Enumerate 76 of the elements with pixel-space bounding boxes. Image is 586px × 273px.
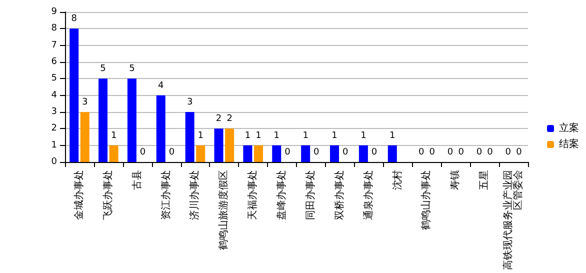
data-label: 0 — [429, 148, 436, 158]
x-tick-label: 金城办事处 — [72, 170, 85, 220]
y-tick-label: 5 — [51, 74, 57, 84]
bar — [109, 145, 118, 162]
data-label: 8 — [71, 14, 78, 24]
x-tick-label: 古县 — [130, 170, 143, 190]
data-label: 3 — [82, 98, 88, 108]
y-tick-label: 8 — [51, 24, 58, 34]
x-tick-label: 五星 — [479, 170, 490, 190]
bar — [185, 112, 194, 162]
data-label: 1 — [198, 130, 204, 141]
x-tick-label: 双桥办事处 — [333, 170, 346, 220]
data-label: 1 — [256, 130, 262, 141]
bar — [254, 145, 263, 162]
data-label: 0 — [516, 148, 522, 158]
data-label: 0 — [418, 148, 424, 158]
y-tick-label: 1 — [51, 140, 57, 150]
x-tick-label: 寿镇 — [449, 170, 462, 190]
bar — [358, 145, 368, 162]
bar — [330, 145, 340, 162]
data-label: 4 — [158, 80, 164, 91]
data-label: 0 — [458, 148, 464, 158]
x-tick-label: 沈村 — [391, 170, 404, 190]
x-tick-label: 高铁现代服务业产业园区管委会 — [502, 170, 524, 270]
data-label: 1 — [302, 130, 308, 141]
data-label: 1 — [332, 130, 338, 141]
x-tick-label: 同田办事处 — [304, 170, 316, 220]
data-label: 1 — [390, 130, 396, 141]
data-label: 1 — [244, 130, 251, 141]
data-label: 2 — [216, 114, 222, 124]
bar — [70, 28, 79, 162]
data-label: 0 — [487, 148, 494, 158]
x-tick-label: 飞跃办事处 — [102, 170, 114, 220]
x-tick-label: 鹤鸣山旅游度假区 — [218, 170, 230, 250]
data-label: 0 — [505, 148, 512, 158]
data-label: 0 — [476, 148, 482, 158]
bar — [243, 145, 252, 162]
y-tick-label: 2 — [51, 124, 57, 134]
bar — [272, 145, 282, 162]
data-label: 0 — [140, 148, 146, 158]
y-tick-label: 3 — [51, 107, 57, 117]
bar — [225, 128, 234, 162]
legend-label: 结案 — [559, 138, 579, 150]
data-label: 3 — [186, 98, 193, 108]
bar — [196, 145, 206, 162]
bar — [156, 95, 166, 162]
bar — [127, 78, 136, 162]
y-tick-label: 9 — [51, 7, 58, 17]
x-tick-label: 济川办事处 — [188, 170, 201, 220]
bar — [80, 112, 90, 162]
data-label: 2 — [226, 114, 232, 124]
bar — [214, 128, 224, 162]
x-tick-label: 天福办事处 — [246, 170, 259, 220]
y-tick-label: 0 — [51, 157, 58, 167]
data-label: 1 — [360, 130, 366, 141]
bar — [301, 145, 310, 162]
data-label: 0 — [168, 148, 175, 158]
y-tick-label: 4 — [51, 90, 58, 100]
x-tick-label: 盘峰办事处 — [276, 170, 288, 220]
x-tick-label: 鹤鸣山办事处 — [420, 170, 432, 230]
bar — [98, 78, 108, 162]
legend-label: 立案 — [559, 122, 579, 134]
y-tick-label: 6 — [51, 57, 58, 67]
data-label: 5 — [129, 64, 135, 74]
data-label: 0 — [314, 148, 320, 158]
y-tick-label: 7 — [51, 40, 57, 50]
bar — [388, 145, 397, 162]
data-label: 1 — [110, 130, 117, 141]
data-label: 1 — [274, 130, 280, 141]
x-tick-label: 通泉办事处 — [362, 170, 374, 220]
data-label: 5 — [100, 64, 106, 74]
data-label: 0 — [447, 148, 454, 158]
data-label: 0 — [371, 148, 378, 158]
data-label: 0 — [284, 148, 291, 158]
data-label: 0 — [342, 148, 348, 158]
x-tick-label: 资江办事处 — [160, 170, 172, 220]
